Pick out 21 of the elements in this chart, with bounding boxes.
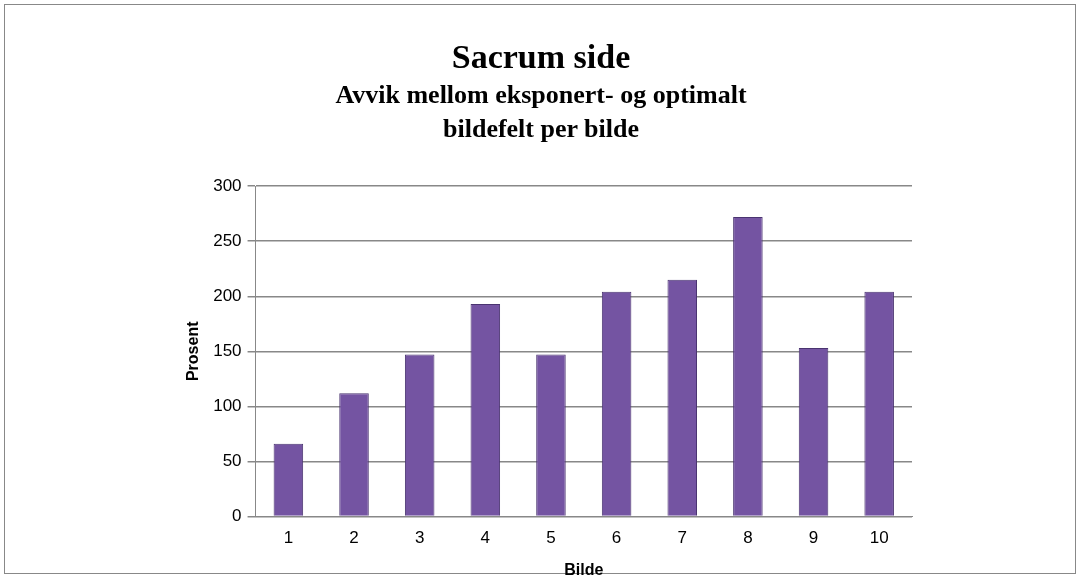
y-tick-label: 100 [213,396,242,416]
x-tick-label: 3 [414,528,425,548]
y-tick-label: 0 [232,506,242,526]
y-tick-label: 150 [213,340,242,360]
chart-title: Sacrum side [450,38,632,76]
x-tick-label: 8 [743,528,753,548]
chart-subtitle: Avvik mellom eksponert- og optimalt bildefelt per bilde [334,79,748,145]
x-tick-label: 4 [480,528,491,548]
y-tick-label: 250 [213,230,242,250]
y-tick-label: 50 [222,451,242,471]
x-tick-label: 10 [869,528,889,548]
y-tick-label: 300 [213,175,242,195]
x-tick-label: 7 [677,528,687,548]
y-axis-title: Prosent [184,320,202,382]
y-tick-label: 200 [213,285,242,305]
x-tick-label: 6 [611,528,622,548]
x-tick-label: 2 [349,528,359,548]
x-tick-label: 1 [283,528,294,548]
x-tick-label: 5 [546,528,556,548]
x-axis-title: Bilde [564,560,604,578]
x-tick-label: 9 [808,528,819,548]
